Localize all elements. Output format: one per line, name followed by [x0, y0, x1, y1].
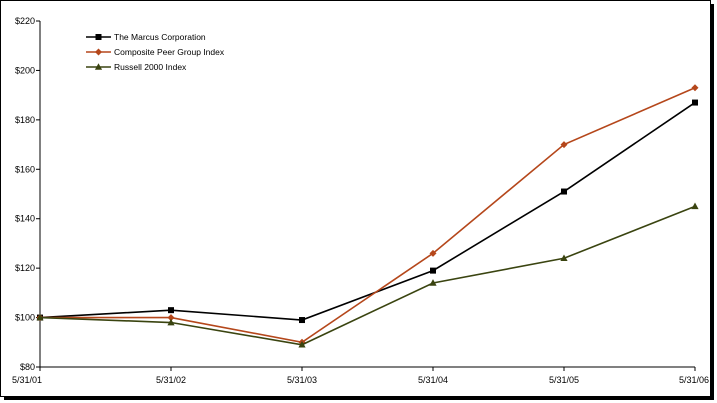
x-tick-label: 5/31/03: [287, 375, 317, 385]
x-tick-label: 5/31/05: [549, 375, 579, 385]
x-tick-label: 5/31/02: [156, 375, 186, 385]
data-point-square: [168, 307, 174, 314]
data-point-triangle: [298, 340, 306, 348]
legend-entry: The Marcus Corporation: [86, 32, 206, 42]
y-tick-label: $120: [15, 263, 35, 273]
y-axis: $80 $100 $120 $140 $160 $180 $200 $220: [15, 16, 41, 372]
y-tick-label: $80: [20, 362, 35, 372]
legend-label: Russell 2000 Index: [114, 62, 187, 72]
legend: The Marcus Corporation Composite Peer Gro…: [86, 32, 225, 72]
data-point-square: [561, 188, 567, 195]
x-tick-label: 5/31/04: [418, 375, 448, 385]
y-tick-label: $160: [15, 164, 35, 174]
data-point-triangle: [691, 202, 699, 210]
series-layer: [36, 84, 699, 348]
data-point-triangle: [94, 63, 103, 70]
series-line: [39, 101, 696, 321]
x-axis: 5/31/01 5/31/02 5/31/03 5/31/04 5/31/05 5/31/…: [12, 366, 709, 385]
y-tick-label: $200: [15, 65, 35, 75]
y-tick-label: $100: [15, 313, 35, 323]
y-tick-label: $140: [15, 214, 35, 224]
data-point-diamond: [95, 48, 102, 56]
data-point-square: [692, 99, 698, 106]
legend-entry: Russell 2000 Index: [86, 62, 187, 72]
data-point-square: [430, 267, 436, 274]
y-tick-label: $220: [15, 16, 35, 26]
x-tick-label: 5/31/06: [679, 375, 709, 385]
x-tick-label: 5/31/01: [12, 375, 42, 385]
data-point-diamond: [167, 314, 175, 322]
data-point-diamond: [691, 84, 699, 92]
legend-entry: Composite Peer Group Index: [86, 47, 225, 57]
legend-label: The Marcus Corporation: [114, 32, 206, 42]
data-point-triangle: [167, 318, 175, 326]
series-russell-2000-index: [36, 202, 699, 348]
data-point-square: [299, 317, 305, 324]
data-point-triangle: [36, 313, 44, 321]
data-point-square: [95, 34, 102, 40]
series-line: [40, 86, 696, 344]
legend-label: Composite Peer Group Index: [114, 47, 225, 57]
data-point-triangle: [429, 279, 437, 286]
data-point-diamond: [560, 141, 568, 149]
y-tick-label: $180: [15, 115, 35, 125]
chart-frame: [0, 0, 711, 397]
series-line: [39, 205, 696, 346]
data-point-diamond: [429, 249, 437, 257]
data-point-triangle: [560, 254, 568, 262]
